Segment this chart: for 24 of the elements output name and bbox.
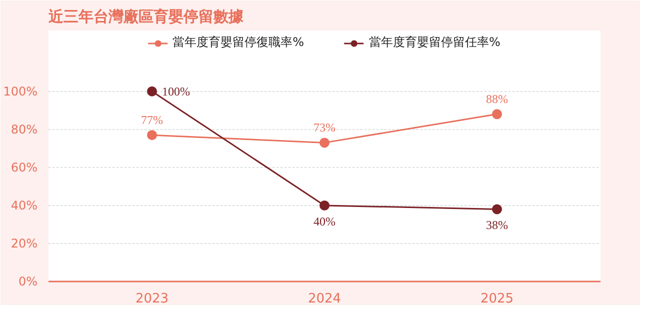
y-tick-label: 40% xyxy=(10,198,38,212)
data-label: 88% xyxy=(486,92,508,106)
data-label: 73% xyxy=(314,120,336,135)
point xyxy=(320,200,330,210)
point xyxy=(147,86,157,96)
y-tick-label: 0% xyxy=(18,274,38,288)
chart-title: 近三年台灣廠區育嬰停留數據 xyxy=(48,8,244,26)
x-tick-label: 2024 xyxy=(308,292,342,306)
data-label: 40% xyxy=(314,214,336,228)
data-label: 77% xyxy=(141,113,163,128)
y-tick-label: 100% xyxy=(3,84,38,98)
x-tick-label: 2025 xyxy=(480,292,514,306)
x-tick-label: 2023 xyxy=(135,292,169,306)
point xyxy=(492,109,502,120)
legend-label: 當年度育嬰留停復職率% xyxy=(172,34,304,51)
y-tick-label: 60% xyxy=(10,160,38,174)
y-tick-label: 20% xyxy=(10,236,38,250)
data-label: 100% xyxy=(162,84,190,98)
data-label: 38% xyxy=(486,218,508,232)
point xyxy=(320,138,330,148)
legend-label: 當年度育嬰留停留任率% xyxy=(369,34,500,51)
y-tick-label: 80% xyxy=(10,122,38,136)
point xyxy=(492,204,502,214)
point xyxy=(147,130,157,140)
